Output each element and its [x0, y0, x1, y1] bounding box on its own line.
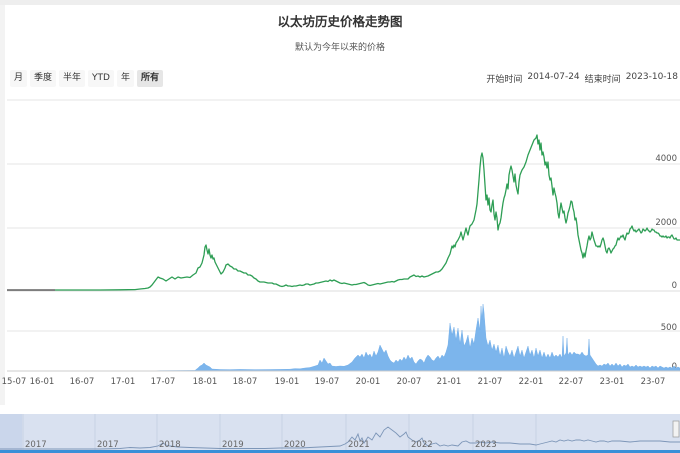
volume-tick-500: 500 — [661, 323, 677, 333]
x-tick-label: 20-01 — [356, 377, 381, 387]
range-button-half-year[interactable]: 半年 — [59, 70, 86, 87]
range-button-ytd[interactable]: YTD — [88, 70, 114, 87]
x-tick-label: 16-01 — [30, 377, 55, 387]
x-tick-label: 18-01 — [193, 377, 218, 387]
range-button-month[interactable]: 月 — [10, 70, 28, 87]
svg-text:2023: 2023 — [475, 440, 497, 450]
x-tick-label: 17-01 — [111, 377, 136, 387]
svg-text:2018: 2018 — [159, 440, 181, 450]
navigator-labels: 2017 2017 2018 2019 2020 2021 2022 2023 — [25, 440, 497, 450]
navigator[interactable]: 2017 2017 2018 2019 2020 2021 2022 2023 — [0, 414, 680, 453]
x-tick-label: 23-07 — [641, 377, 666, 387]
start-date-input[interactable]: 2014-07-24 — [527, 72, 580, 82]
x-tick-label: 22-01 — [519, 377, 544, 387]
svg-text:2022: 2022 — [411, 440, 433, 450]
x-tick-label: 18-07 — [233, 377, 258, 387]
x-tick-label: 22-07 — [559, 377, 584, 387]
navigator-gridlines — [22, 414, 537, 450]
range-button-all[interactable]: 所有 — [137, 70, 164, 87]
x-tick-label: 23-01 — [600, 377, 625, 387]
date-range-inputs: 开始时间 2014-07-24 结束时间 2023-10-18 — [486, 72, 678, 85]
price-axis-labels: 4000 2000 0 — [655, 154, 677, 291]
x-tick-label: 21-07 — [478, 377, 503, 387]
left-border — [0, 5, 5, 405]
top-border — [0, 0, 680, 5]
navigator-series-line — [0, 426, 680, 450]
chart-subtitle: 默认为今年以来的价格 — [294, 43, 385, 53]
chart-title: 以太坊历史价格走势图 — [277, 14, 403, 29]
range-selector: 月 季度 半年 YTD 年 所有 — [10, 70, 164, 87]
x-tick-label: 16-07 — [70, 377, 95, 387]
x-axis: 15-07 16-01 16-07 17-01 17-07 18-01 18-0… — [2, 370, 680, 387]
x-tick-label: 19-01 — [275, 377, 300, 387]
x-tick-label: 21-01 — [437, 377, 462, 387]
start-date-label: 开始时间 — [486, 75, 523, 85]
end-date-label: 结束时间 — [584, 75, 621, 85]
volume-area — [7, 303, 680, 372]
x-tick-label: 17-07 — [151, 377, 176, 387]
price-tick-2000: 2000 — [655, 218, 677, 228]
price-gridlines — [7, 99, 680, 292]
price-line — [55, 134, 680, 291]
svg-text:2017: 2017 — [97, 440, 119, 450]
x-tick-label: 15-07 — [2, 377, 27, 387]
end-date-input[interactable]: 2023-10-18 — [625, 72, 678, 82]
x-tick-label: 19-07 — [315, 377, 340, 387]
price-tick-0: 0 — [672, 281, 677, 291]
x-tick-label: 20-07 — [397, 377, 422, 387]
navigator-background — [0, 414, 680, 450]
navigator-scrollbar[interactable] — [0, 450, 680, 453]
navigator-right-handle[interactable] — [672, 420, 680, 438]
price-tick-4000: 4000 — [655, 154, 677, 164]
range-button-year[interactable]: 年 — [116, 70, 134, 87]
svg-text:2019: 2019 — [222, 440, 244, 450]
svg-text:2017: 2017 — [25, 440, 47, 450]
svg-text:2021: 2021 — [348, 440, 370, 450]
range-button-quarter[interactable]: 季度 — [30, 70, 57, 87]
svg-text:2020: 2020 — [284, 440, 306, 450]
volume-axis-labels: 500 0 — [661, 323, 677, 372]
navigator-left-mask — [0, 414, 22, 450]
